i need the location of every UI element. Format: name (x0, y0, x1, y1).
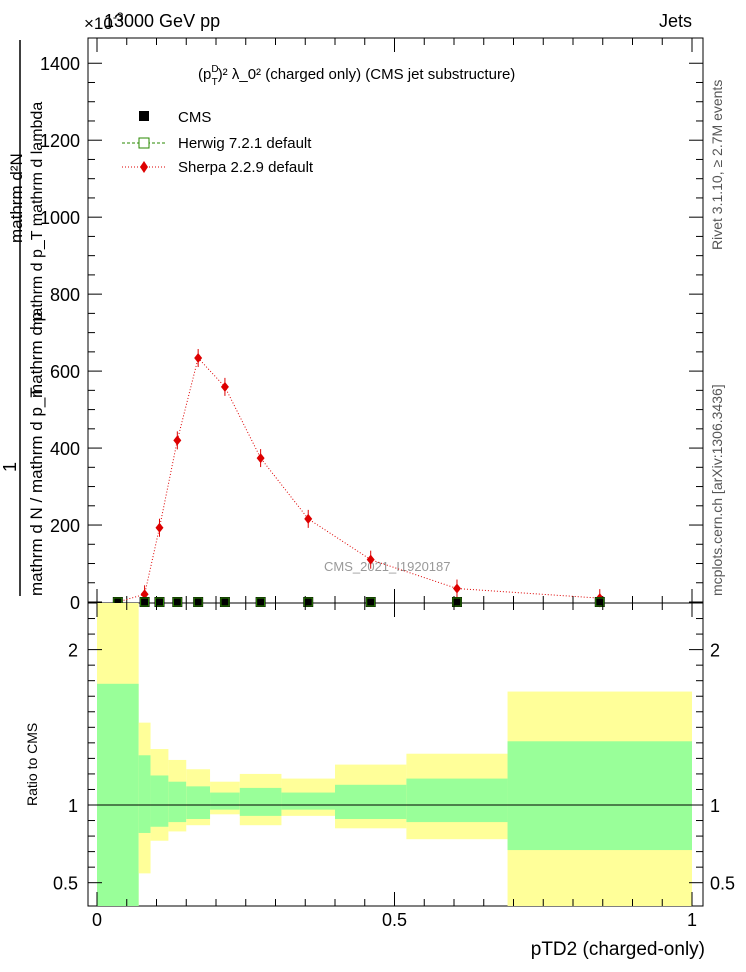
ylabel-one: 1 (0, 462, 20, 472)
herwig-point (172, 597, 182, 607)
main-ytick-label: 1000 (40, 208, 80, 228)
main-ylabel: mathrm d²N mathrm d p_T mathrm d lambda … (0, 40, 46, 596)
main-ytick-label: 600 (50, 362, 80, 382)
herwig-point (595, 597, 605, 607)
sherpa-point (256, 453, 265, 464)
ratio-band-inner (335, 784, 407, 819)
ratio-band-inner (150, 775, 169, 827)
main-ytick-label: 800 (50, 285, 80, 305)
ratio-ylabel: Ratio to CMS (24, 723, 40, 806)
legend-marker-herwig (138, 137, 150, 149)
herwig-point (193, 597, 203, 607)
legend-marker-cms (139, 111, 149, 121)
cms-point (139, 597, 150, 607)
ratio-band-inner (97, 683, 139, 906)
ratio-band-inner (281, 792, 335, 810)
herwig-point (452, 597, 462, 607)
x-axis-label: pTD2 (charged-only) (531, 939, 705, 960)
cms-point (112, 597, 123, 607)
cms-point (365, 597, 376, 607)
legend-label-herwig: Herwig 7.2.1 default (178, 135, 312, 152)
sherpa-point (366, 554, 375, 565)
ratio-band-inner (186, 786, 211, 819)
cms-point (172, 597, 183, 607)
ratio-band-inner (507, 741, 692, 851)
sherpa-point (140, 589, 149, 600)
cms-point (193, 597, 204, 607)
sherpa-point (452, 583, 461, 594)
ratio-xtick-label: 0.5 (382, 910, 407, 930)
cms-point (219, 597, 230, 607)
analysis-watermark: CMS_2021_I1920187 (324, 559, 451, 574)
sherpa-point (173, 435, 182, 446)
ylabel-denominator-tail: mathrm d p (27, 312, 46, 398)
herwig-point (220, 597, 230, 607)
sherpa-point (155, 522, 164, 533)
ratio-plot-frame (87, 602, 704, 907)
sherpa-point (220, 381, 229, 392)
rivet-label: Rivet 3.1.10, ≥ 2.7M events (709, 80, 725, 250)
ratio-axes: 0 0.5 1 0.5 0.5 1 1 2 2 (53, 603, 735, 930)
ratio-band-inner (168, 781, 187, 823)
legend: CMS Herwig 7.2.1 default Sherpa 2.2.9 de… (122, 109, 314, 176)
herwig-point (256, 597, 266, 607)
exponent-label: ×10-3 (84, 10, 124, 33)
ylabel-denominator: mathrm d N / mathrm d p_T (27, 387, 46, 596)
legend-marker-sherpa (140, 161, 148, 173)
ylabel-numerator: mathrm d²N (7, 153, 26, 243)
ratio-ytick-label: 2 (68, 641, 78, 661)
cms-point (154, 597, 165, 607)
ratio-ytick-label: 0.5 (53, 874, 78, 894)
main-ytick-label: 1200 (40, 131, 80, 151)
main-ytick-label: 1400 (40, 54, 80, 74)
herwig-point (303, 597, 313, 607)
main-axes: 0 200 400 600 800 1000 1200 1400 (40, 38, 703, 613)
mcplots-label: mcplots.cern.ch [arXiv:1306.3436] (709, 384, 725, 596)
plot-title: (pD T)² λ_0² (charged only) (CMS jet subs… (198, 64, 515, 88)
herwig-point (140, 597, 150, 607)
herwig-point (154, 597, 164, 607)
herwig-point (366, 597, 376, 607)
ratio-band-inner (210, 792, 240, 810)
ratio-band-inner (138, 755, 151, 833)
energy-label: 13000 GeV pp (104, 11, 220, 31)
sherpa-point (304, 513, 313, 524)
main-ytick-label: 400 (50, 439, 80, 459)
process-label: Jets (659, 11, 692, 31)
main-ytick-label: 200 (50, 516, 80, 536)
ratio-ytick-label-right: 0.5 (710, 874, 735, 894)
legend-label-cms: CMS (178, 109, 211, 126)
main-ytick-label: 0 (70, 593, 80, 613)
ratio-xtick-label: 0 (92, 910, 102, 930)
ratio-ytick-label-right: 2 (710, 641, 720, 661)
cms-point (451, 597, 462, 607)
legend-label-sherpa: Sherpa 2.2.9 default (178, 159, 314, 176)
ratio-band-inner (239, 787, 282, 816)
ratio-band-inner (406, 778, 508, 823)
ratio-ytick-label: 1 (68, 796, 78, 816)
cms-point (303, 597, 314, 607)
ylabel-numerator-sub: mathrm d p_T mathrm d lambda (29, 102, 46, 330)
cms-point (255, 597, 266, 607)
ratio-xtick-label: 1 (687, 910, 697, 930)
sherpa-point (194, 353, 203, 364)
ratio-ytick-label-right: 1 (710, 796, 720, 816)
cms-point (594, 597, 605, 607)
